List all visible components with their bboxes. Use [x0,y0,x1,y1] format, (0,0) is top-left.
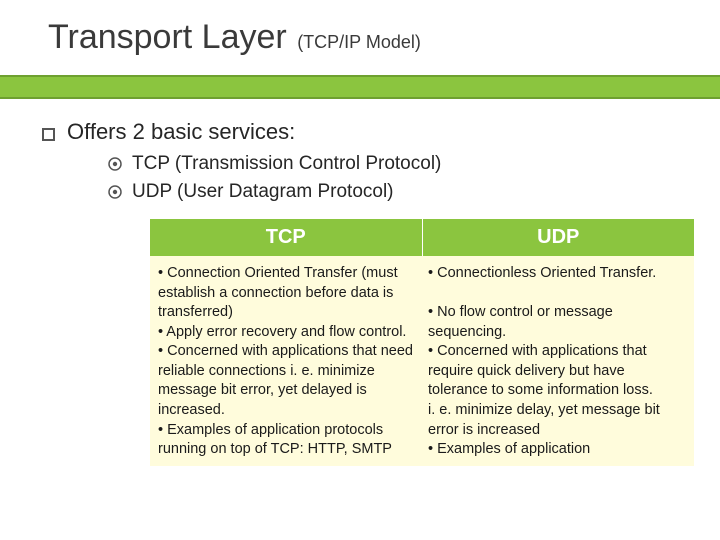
table-cell-tcp: • Connection Oriented Transfer (must est… [150,256,420,466]
table-header-row: TCP UDP [150,219,694,256]
comparison-table: TCP UDP • Connection Oriented Transfer (… [150,219,694,466]
bullet-level1-text: Offers 2 basic services: [67,119,295,145]
bullet-level1: Offers 2 basic services: [42,119,720,145]
bullet-level2-item: UDP (User Datagram Protocol) [108,181,720,203]
bullet-level2-list: TCP (Transmission Control Protocol) UDP … [108,153,720,203]
table-body-row: • Connection Oriented Transfer (must est… [150,256,694,466]
slide-content: Offers 2 basic services: TCP (Transmissi… [0,99,720,466]
table-header-tcp: TCP [150,219,423,256]
bullet-level2-text: TCP (Transmission Control Protocol) [132,153,441,175]
target-icon [108,157,122,171]
bullet-level2-text: UDP (User Datagram Protocol) [132,181,394,203]
table-header-udp: UDP [423,219,695,256]
accent-bar [0,75,720,99]
table-cell-udp: • Connectionless Oriented Transfer.• No … [420,256,694,466]
slide-title-row: Transport Layer (TCP/IP Model) [0,0,720,57]
hollow-square-icon [42,128,55,141]
slide-subtitle: (TCP/IP Model) [297,32,421,52]
bullet-level2-item: TCP (Transmission Control Protocol) [108,153,720,175]
target-icon [108,185,122,199]
slide-title: Transport Layer [48,18,287,56]
